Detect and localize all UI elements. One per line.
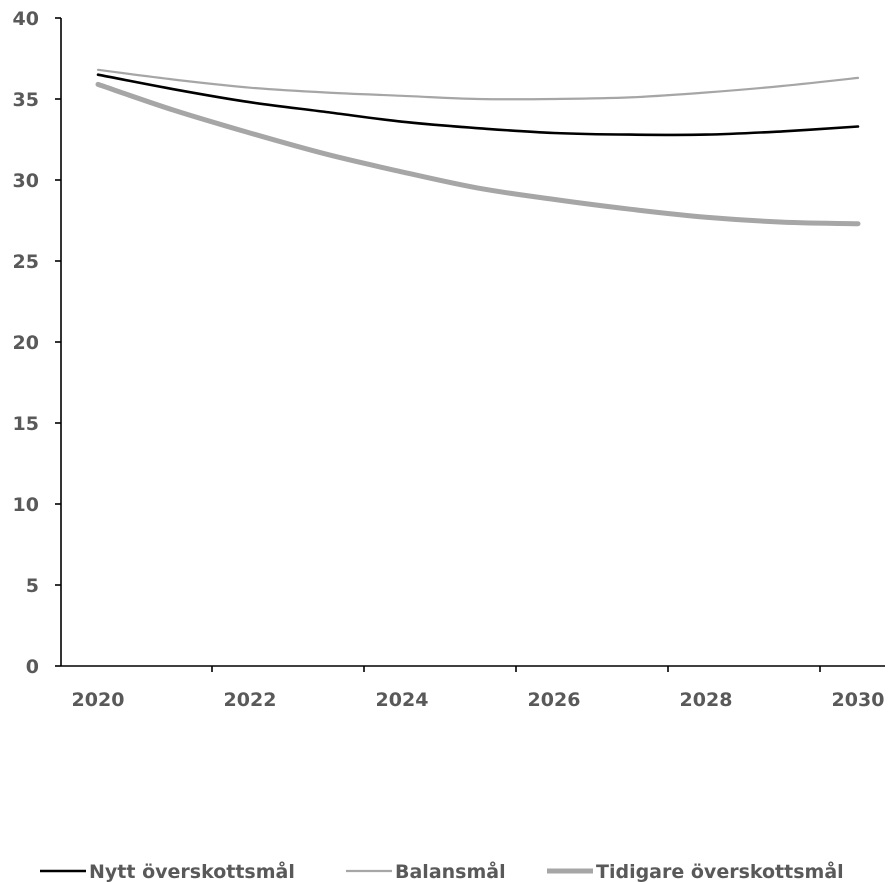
series-lines [95, 68, 861, 227]
legend-item: Nytt överskottsmål [40, 859, 295, 882]
y-tick-label: 25 [13, 251, 39, 273]
x-tick-label: 2030 [832, 689, 885, 711]
series-line-1 [96, 68, 860, 101]
y-tick-label: 20 [13, 332, 39, 354]
legend-item: Balansmål [346, 859, 506, 882]
y-tick-label: 10 [13, 494, 39, 516]
legend: Nytt överskottsmål Balansmål Tidigare över… [40, 859, 844, 882]
series-line-0 [96, 73, 860, 137]
series-line-2 [95, 81, 861, 227]
legend-label: Balansmål [395, 859, 506, 882]
legend-item: Tidigare överskottsmål [547, 859, 844, 882]
y-axis: 0 5 10 15 20 25 30 35 40 [13, 8, 62, 678]
x-tick-label: 2026 [528, 689, 581, 711]
y-tick-label: 0 [26, 656, 39, 678]
y-tick-label: 15 [13, 413, 39, 435]
y-tick-label: 30 [13, 170, 39, 192]
x-axis: 2020 2022 2024 2026 2028 2030 [61, 665, 885, 711]
y-tick-label: 40 [13, 8, 39, 30]
x-tick-label: 2024 [376, 689, 429, 711]
y-tick-label: 35 [13, 89, 39, 111]
x-tick-label: 2028 [680, 689, 733, 711]
y-tick-label: 5 [26, 575, 39, 597]
legend-label: Tidigare överskottsmål [596, 859, 844, 882]
x-tick-label: 2020 [72, 689, 125, 711]
legend-label: Nytt överskottsmål [89, 859, 295, 882]
x-tick-label: 2022 [224, 689, 277, 711]
